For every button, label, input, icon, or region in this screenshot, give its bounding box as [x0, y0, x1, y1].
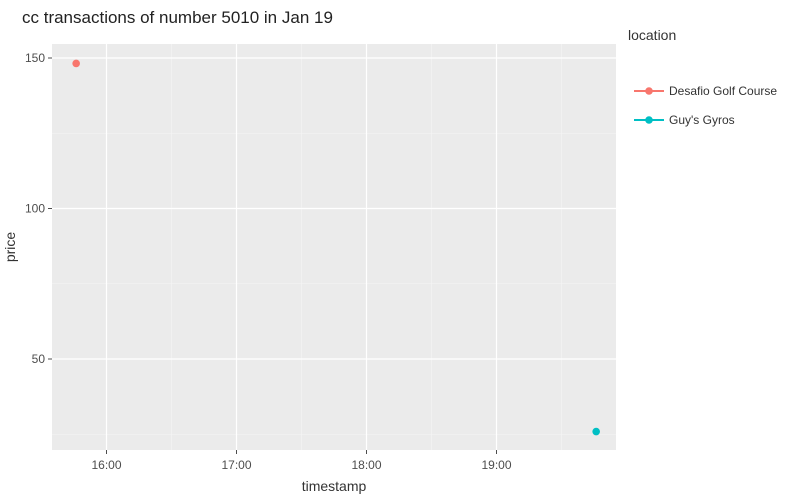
legend-item[interactable]: Desafio Golf Course: [634, 84, 777, 98]
data-point[interactable]: [72, 59, 80, 68]
chart-title: cc transactions of number 5010 in Jan 19: [22, 8, 333, 27]
legend-item[interactable]: Guy's Gyros: [634, 113, 735, 127]
x-tick-label: 16:00: [91, 458, 121, 472]
x-axis-title: timestamp: [302, 478, 367, 494]
legend-title: location: [628, 27, 676, 43]
data-point[interactable]: [592, 427, 600, 436]
y-tick-label: 100: [25, 202, 45, 216]
x-tick-label: 19:00: [481, 458, 511, 472]
legend-label: Desafio Golf Course: [669, 84, 777, 98]
data-points: [72, 59, 600, 436]
grid-lines: [52, 44, 616, 450]
legend-marker: [645, 87, 653, 95]
plot-panel: [52, 44, 616, 450]
y-tick-label: 50: [32, 352, 46, 366]
legend-marker: [645, 116, 653, 124]
x-tick-label: 18:00: [351, 458, 381, 472]
y-tick-label: 150: [25, 51, 45, 65]
y-axis-title: price: [2, 232, 18, 263]
legend[interactable]: Desafio Golf Course Guy's Gyros: [634, 84, 777, 127]
x-tick-label: 17:00: [221, 458, 251, 472]
legend-label: Guy's Gyros: [669, 113, 735, 127]
axis-ticks: 16:00 17:00 18:00 19:00 50 100 150: [25, 51, 512, 472]
